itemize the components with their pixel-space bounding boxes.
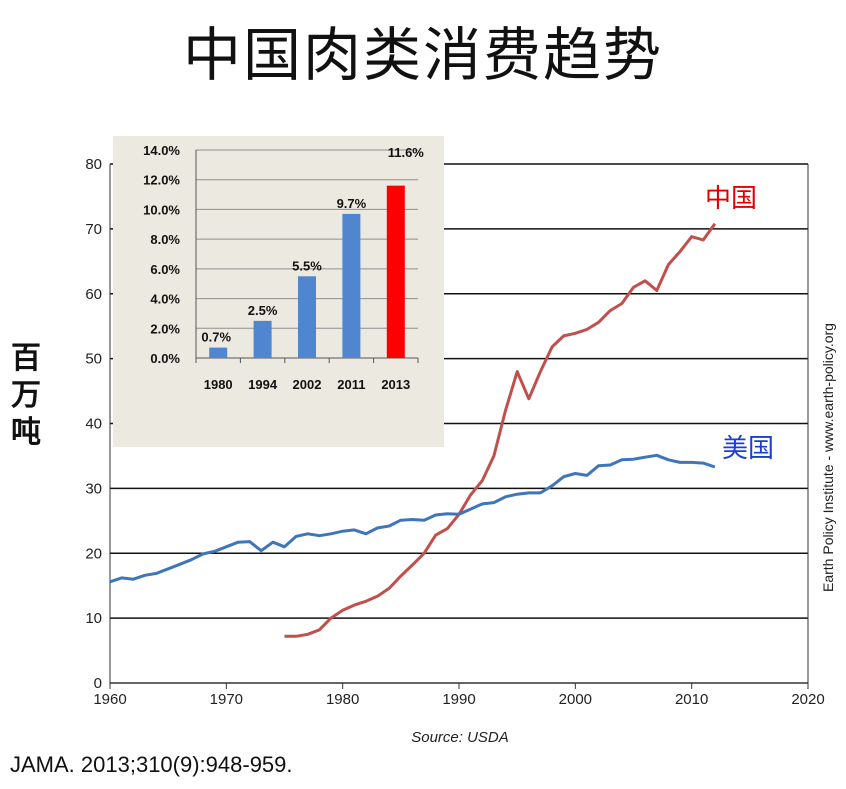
inset-data-label: 2.5% [248,303,278,318]
inset-y-tick-label: 2.0% [150,321,180,336]
x-tick-label: 1970 [210,691,243,708]
inset-y-tick-label: 12.0% [143,173,180,188]
x-tick-label: 2000 [559,691,592,708]
inset-bars [209,185,405,358]
inset-x-tick-label: 1994 [248,377,278,392]
inset-data-label: 9.7% [337,196,367,211]
inset-x-tick-labels: 1980 1994 2002 2011 2013 [195,358,419,392]
series-lines [109,222,717,638]
citation: JAMA. 2013;310(9):948-959. [10,752,293,777]
y-tick-label: 80 [85,156,102,173]
inset-bar-1980 [209,347,228,358]
inset-x-tick-label: 2002 [293,377,322,392]
inset-y-tick-labels: 0.0% 2.0% 4.0% 6.0% 8.0% 10.0% 12.0% 14.0% [143,143,180,366]
inset-y-tick-label: 14.0% [143,143,180,158]
x-tick-labels: 1960 1970 1980 1990 2000 2010 2020 [93,683,825,708]
y-tick-label: 70 [85,221,102,238]
inset-x-tick-label: 1980 [204,377,233,392]
y-tick-label: 40 [85,416,102,433]
y-tick-label: 30 [85,480,102,497]
page-title: 中国肉类消费趋势 [182,21,663,89]
inset-x-tick-label: 2011 [337,377,365,392]
series-line-usa [109,453,716,584]
inset-y-tick-label: 4.0% [150,292,180,307]
y-tick-label: 60 [85,286,102,303]
inset-bar-1994 [253,320,272,358]
y-axis-unit-text: 百万吨 [11,341,41,450]
inset-data-labels: 0.7% 2.5% 5.5% 9.7% 11.6% [201,145,424,345]
x-tick-label: 1980 [326,691,359,708]
y-tick-label: 20 [85,545,102,562]
inset-data-label: 0.7% [201,330,231,345]
source-note: Source: USDA [411,729,509,746]
inset-y-tick-label: 6.0% [150,262,180,277]
inset-y-tick-label: 10.0% [143,202,180,217]
y-axis-unit-label: 百万吨 [6,340,46,451]
y-tick-label: 50 [85,351,102,368]
series-label-usa: 美国 [722,434,774,464]
inset-data-label: 11.6% [388,145,425,160]
inset-data-label: 5.5% [292,258,322,273]
inset-bar-2002 [298,276,316,358]
x-tick-label: 1990 [442,691,475,708]
y-tick-labels: 0 10 20 30 40 50 60 70 80 [85,156,102,692]
x-tick-label: 1960 [93,691,126,708]
inset-bar-2011 [342,213,361,358]
inset-x-tick-label: 2013 [381,377,410,392]
x-tick-label: 2020 [791,691,824,708]
inset-y-tick-label: 8.0% [150,232,180,247]
series-line-china [284,222,717,638]
credit-text: Earth Policy Institute - www.earth-polic… [820,323,836,592]
y-tick-label: 10 [85,610,102,627]
inset-bar-2013 [386,185,405,358]
series-label-china: 中国 [705,184,757,214]
inset-y-tick-label: 0.0% [150,351,180,366]
inset-chart: 0.0% 2.0% 4.0% 6.0% 8.0% 10.0% 12.0% 14.0% 0.7%… [113,136,444,447]
x-tick-label: 2010 [675,691,708,708]
y-tick-label: 0 [94,675,102,692]
